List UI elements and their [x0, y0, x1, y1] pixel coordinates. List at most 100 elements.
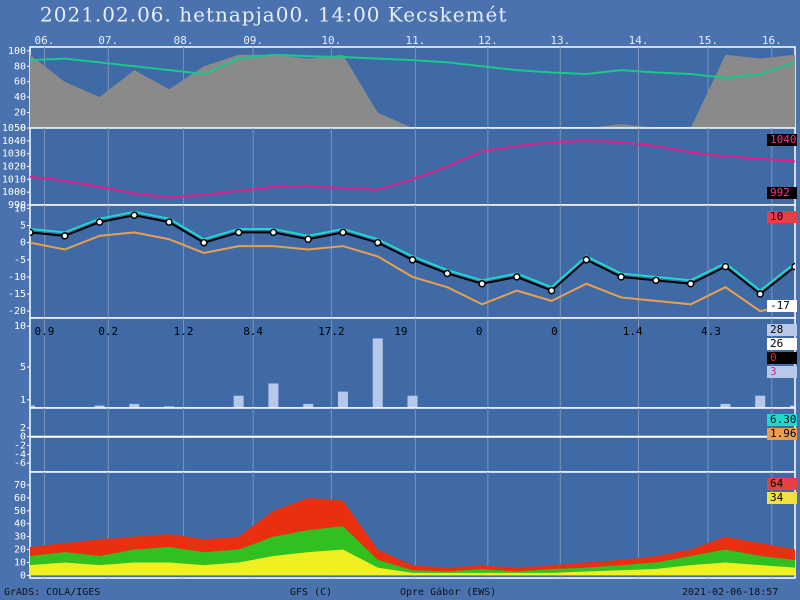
y-tick-label: -20 — [8, 306, 26, 317]
marker — [165, 218, 173, 226]
x-tick-label: 06. — [35, 34, 55, 47]
value-box — [767, 428, 797, 440]
y-tick-label: -5 — [14, 255, 26, 266]
marker — [269, 228, 278, 237]
y-tick-label: 0 — [20, 238, 26, 249]
value-label: 6.30 — [770, 413, 797, 426]
y-tick-label: 60 — [14, 493, 26, 504]
plot-area — [30, 128, 795, 205]
bar — [30, 405, 35, 408]
marker — [478, 280, 486, 288]
marker — [756, 290, 764, 298]
panel — [29, 407, 796, 473]
y-tick-label: 10 — [14, 557, 26, 568]
value-box — [767, 300, 797, 312]
value-label: -17 — [770, 299, 790, 312]
marker — [95, 218, 104, 226]
y-tick-label: 1050 — [2, 123, 26, 134]
marker — [582, 256, 591, 264]
x-tick-label: 09. — [243, 34, 263, 47]
annotation: 0.2 — [98, 325, 118, 338]
panel — [29, 127, 796, 206]
title: 2021.02.06. hetnapja00. 14:00 Kecskemét — [40, 3, 507, 27]
line — [30, 139, 795, 199]
footer: GrADS: COLA/IGES GFS (C) Opre Gábor (EWS… — [4, 586, 778, 598]
y-tick-label: 30 — [14, 532, 26, 543]
y-tick-label: 990 — [8, 200, 26, 211]
marker — [234, 228, 243, 237]
y-tick-label: 20 — [14, 545, 26, 556]
y-tick-label: 0 — [20, 123, 26, 134]
area — [30, 54, 795, 128]
y-tick-label: 1 — [20, 395, 26, 406]
marker — [200, 238, 208, 247]
marker — [686, 280, 695, 288]
bar — [164, 406, 175, 408]
y-tick-label: 0 — [20, 432, 26, 443]
y-tick-label: -15 — [8, 289, 26, 300]
marker — [617, 273, 625, 281]
bar — [372, 338, 383, 408]
footer-text: 2021-02-06-18:57 — [682, 587, 778, 598]
x-tick-label: 14. — [629, 34, 649, 47]
x-tick-label: 16. — [762, 34, 782, 47]
bar — [129, 403, 140, 408]
y-tick-label: 1010 — [2, 174, 26, 185]
x-tick-label: 07. — [98, 34, 118, 47]
value-box — [767, 187, 797, 199]
y-tick-label: -6 — [14, 458, 26, 469]
panel — [29, 317, 796, 409]
value-label: 1040 — [770, 133, 797, 146]
annotation: 19 — [394, 325, 407, 338]
marker — [304, 235, 312, 243]
y-tick-label: 20 — [14, 108, 26, 119]
bar — [94, 405, 105, 408]
value-box — [767, 478, 797, 490]
value-box — [767, 134, 797, 146]
value-label: 28 — [770, 323, 783, 336]
value-box — [767, 414, 797, 426]
y-tick-label: 5 — [20, 362, 26, 373]
marker — [61, 232, 69, 240]
y-tick-label: 5 — [20, 221, 26, 232]
bar — [268, 383, 279, 408]
footer-text: GrADS: COLA/IGES — [4, 587, 100, 598]
y-tick-label: 80 — [14, 61, 26, 72]
value-box — [767, 352, 797, 364]
value-label: 64 — [770, 477, 784, 490]
y-tick-label: 10 — [14, 203, 26, 214]
annotation: 8.4 — [243, 325, 263, 338]
x-tick-label: 15. — [698, 34, 718, 47]
bar — [790, 405, 795, 408]
y-tick-label: 1030 — [2, 149, 26, 160]
value-label: 992 — [770, 186, 790, 199]
value-box — [767, 338, 797, 350]
bar — [407, 395, 418, 408]
footer-text: GFS (C) — [290, 587, 332, 598]
marker — [547, 286, 556, 295]
y-tick-label: -10 — [8, 272, 26, 283]
x-tick-label: 10. — [321, 34, 341, 47]
plot-area — [30, 205, 795, 318]
value-box — [767, 492, 797, 504]
area — [30, 526, 795, 576]
marker — [721, 262, 730, 271]
plot-area — [30, 318, 795, 408]
x-tick-label: 08. — [174, 34, 194, 47]
x-tick-label: 13. — [550, 34, 570, 47]
plot-area — [30, 408, 795, 472]
marker — [791, 262, 795, 271]
y-tick-label: 2 — [20, 423, 26, 434]
y-tick-label: -2 — [14, 441, 26, 452]
bar — [755, 395, 766, 408]
y-tick-label: 40 — [14, 519, 26, 530]
value-label: 1.96 — [770, 427, 797, 440]
annotation: 0 — [476, 325, 483, 338]
y-tick-label: 1020 — [2, 162, 26, 173]
line — [30, 53, 795, 79]
annotation: 0.9 — [35, 325, 55, 338]
value-label: 26 — [770, 337, 783, 350]
y-tick-label: 100 — [8, 46, 26, 57]
